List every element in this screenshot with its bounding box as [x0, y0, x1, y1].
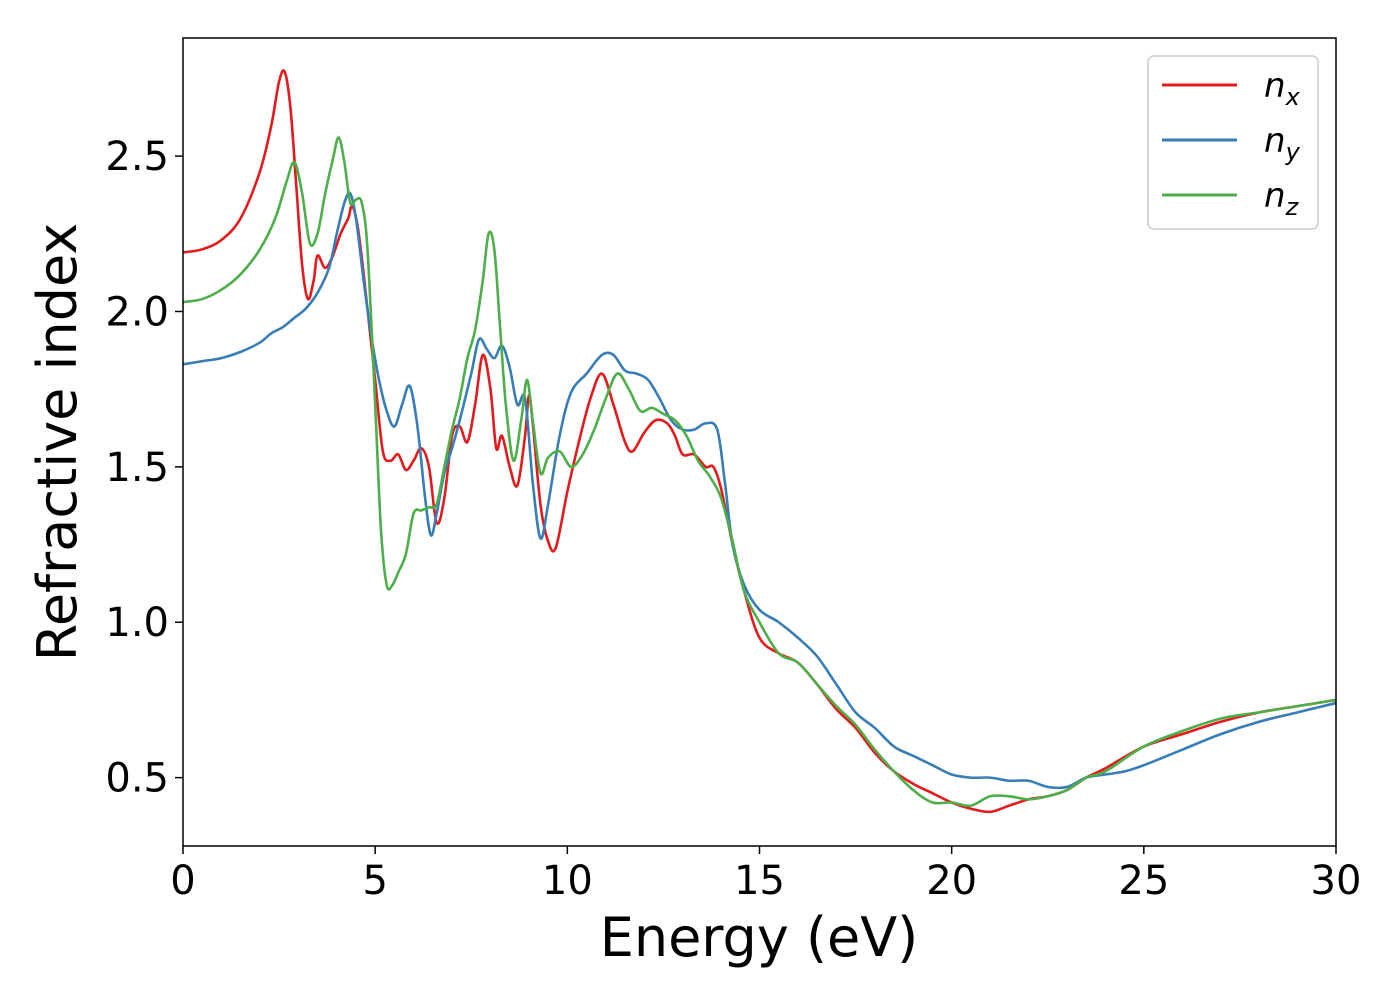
legend-items: nx ny nz — [1162, 66, 1301, 221]
x-tick-label: 5 — [362, 858, 387, 904]
x-axis-ticks: 0 5 10 15 20 25 30 — [170, 846, 1361, 904]
y-axis-ticks: 0.5 1.0 1.5 2.0 2.5 — [105, 134, 183, 802]
series-line-ny — [182, 191, 1337, 790]
y-tick-label: 1.5 — [105, 445, 169, 491]
y-axis-label: Refractive index — [26, 223, 89, 662]
x-tick-label: 25 — [1118, 858, 1169, 904]
x-tick-label: 30 — [1311, 858, 1362, 904]
x-tick-label: 15 — [734, 858, 785, 904]
legend-box — [1147, 55, 1319, 230]
y-tick-label: 1.0 — [105, 600, 169, 646]
x-axis-label: Energy (eV) — [600, 906, 919, 969]
series-layer — [182, 69, 1337, 814]
x-tick-label: 10 — [542, 858, 593, 904]
y-tick-label: 0.5 — [105, 756, 169, 802]
y-tick-label: 2.5 — [105, 134, 169, 180]
legend-label-nz: nz — [1264, 176, 1300, 221]
x-tick-label: 0 — [170, 858, 195, 904]
series-line-nz — [182, 136, 1337, 808]
legend-label-ny: ny — [1264, 121, 1301, 166]
x-tick-label: 20 — [926, 858, 977, 904]
y-tick-label: 2.0 — [105, 289, 169, 335]
legend-label-nx: nx — [1264, 66, 1301, 111]
legend: nx ny nz — [1147, 55, 1319, 230]
